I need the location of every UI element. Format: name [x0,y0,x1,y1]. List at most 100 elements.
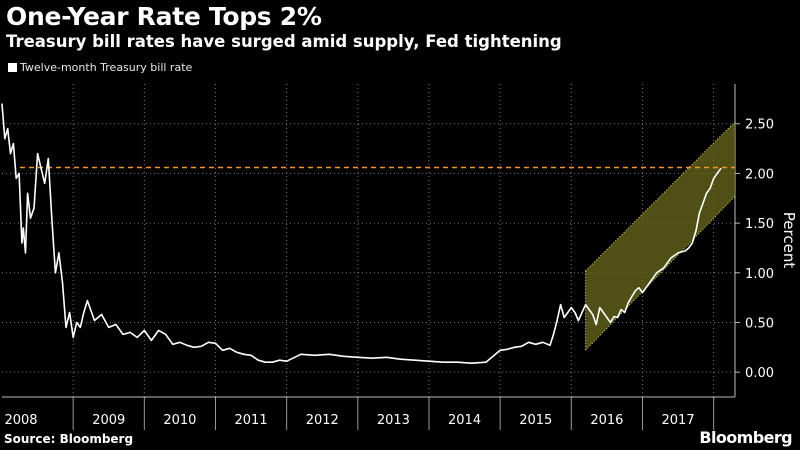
data-point [9,153,12,155]
data-point [328,353,330,355]
data-point [76,321,78,324]
y-tick-label: 0.00 [745,366,774,381]
data-point [229,347,231,349]
data-point [150,339,152,341]
data-point [705,192,708,194]
data-point [471,362,473,364]
data-point [542,341,544,343]
data-point [713,177,715,179]
data-point [29,217,32,219]
data-point [236,351,238,353]
data-point [656,272,658,274]
data-point [684,250,686,252]
data-point [506,348,508,350]
data-point [72,336,74,338]
data-point [617,316,619,319]
x-tick-label: 2017 [662,413,695,428]
y-tick-label: 1.00 [745,267,774,282]
data-point [165,333,167,335]
y-tick-label: 0.50 [745,316,774,331]
data-point [631,296,633,298]
data-point [456,361,459,363]
y-axis-label: Percent [780,212,798,269]
data-point [691,242,693,244]
data-point [560,304,562,306]
data-point [179,341,181,343]
data-point [609,321,612,324]
legend: Twelve-month Treasury bill rate [8,61,192,74]
data-point [716,172,718,174]
data-point [21,242,23,244]
data-point [278,359,281,361]
data-point [271,361,273,363]
data-point [115,323,117,326]
data-point [499,349,501,351]
data-point [200,345,202,347]
x-tick-label: 2014 [448,413,481,428]
data-point [207,341,209,343]
data-point [624,311,626,314]
data-point [638,287,640,289]
data-point [709,187,711,189]
data-point [620,309,622,311]
source-note: Source: Bloomberg [4,432,134,446]
x-tick-label: 2013 [377,413,410,428]
data-point [720,167,722,170]
data-point [698,212,701,214]
data-point [1,103,3,105]
trend-channel-upper [585,121,736,272]
data-point [485,361,487,363]
data-point [574,311,576,314]
data-point [414,359,416,361]
data-point [69,311,71,314]
data-point [40,167,42,170]
data-point [606,316,608,319]
x-tick-label: 2011 [235,413,268,428]
data-point [61,282,64,284]
data-point [371,357,373,359]
data-point [595,323,597,326]
data-point [214,342,217,344]
data-point [33,207,35,209]
data-point [688,247,690,249]
x-tick-label: 2009 [92,413,125,428]
data-point [129,331,131,333]
x-tick-label: 2015 [519,413,552,428]
brand-logo: Bloomberg [699,428,792,447]
data-point [158,329,160,331]
data-point [172,343,174,345]
data-point [79,326,81,328]
data-point [143,329,145,331]
x-tick-label: 2012 [306,413,339,428]
data-point [186,344,188,346]
data-point [585,304,587,306]
data-point [602,311,604,314]
data-point [44,182,46,184]
data-point [136,336,138,338]
legend-label: Twelve-month Treasury bill rate [20,61,193,74]
data-point [286,360,288,362]
data-point [264,361,266,363]
data-point [556,319,558,322]
data-point [12,143,14,145]
legend-swatch [8,63,17,72]
data-point [641,292,644,294]
data-point [343,355,345,357]
x-tick-label: 2016 [590,413,623,428]
data-point [428,360,430,362]
data-point [663,267,665,269]
data-point [627,302,629,304]
data-point [552,333,555,335]
data-point [83,311,85,314]
data-point [528,341,530,343]
data-point [51,217,53,219]
data-point [649,282,651,284]
data-point [54,272,57,274]
data-point [257,359,259,361]
data-point [520,345,523,347]
data-point [18,172,20,174]
y-tick-label: 2.50 [745,118,774,133]
data-point [695,230,697,232]
y-tick-label: 1.50 [745,217,774,232]
